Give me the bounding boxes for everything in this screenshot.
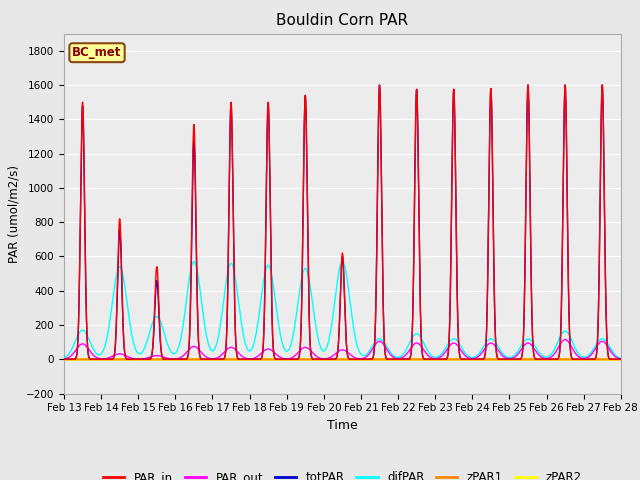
Y-axis label: PAR (umol/m2/s): PAR (umol/m2/s) (7, 165, 20, 263)
X-axis label: Time: Time (327, 419, 358, 432)
Title: Bouldin Corn PAR: Bouldin Corn PAR (276, 13, 408, 28)
Text: BC_met: BC_met (72, 46, 122, 59)
Legend: PAR_in, PAR_out, totPAR, difPAR, zPAR1, zPAR2: PAR_in, PAR_out, totPAR, difPAR, zPAR1, … (99, 466, 586, 480)
